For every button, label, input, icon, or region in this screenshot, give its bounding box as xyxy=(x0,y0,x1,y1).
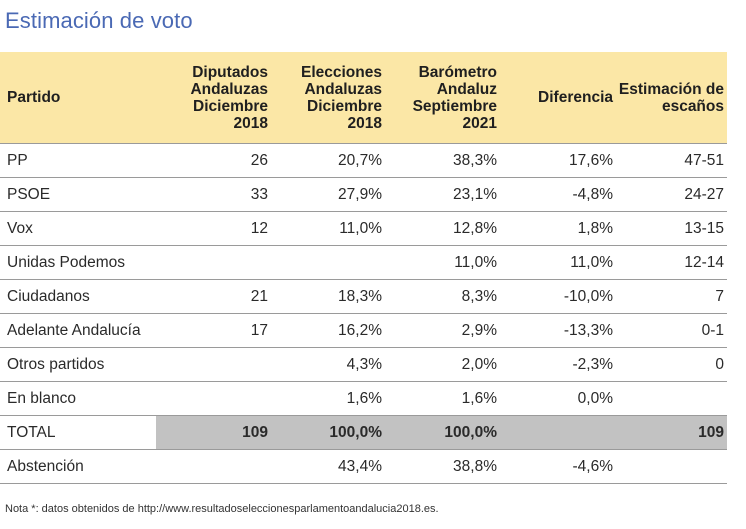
cell-barometro: 38,3% xyxy=(385,143,500,178)
cell-diputados: 17 xyxy=(156,313,271,348)
party-name: En blanco xyxy=(0,381,156,416)
vote-estimate-table: Partido Diputados Andaluzas Diciembre 20… xyxy=(0,52,727,484)
cell-elecciones: 16,2% xyxy=(271,313,385,348)
table-header-row: Partido Diputados Andaluzas Diciembre 20… xyxy=(0,52,727,144)
cell-elecciones: 43,4% xyxy=(271,449,385,484)
header-diputados-2018: Diputados Andaluzas Diciembre 2018 xyxy=(156,52,271,144)
total-elecciones: 100,0% xyxy=(271,415,385,450)
cell-elecciones xyxy=(271,245,385,280)
cell-diputados: 33 xyxy=(156,177,271,212)
cell-diputados xyxy=(156,449,271,484)
table-row: Ciudadanos 21 18,3% 8,3% -10,0% 7 xyxy=(0,279,727,314)
cell-diferencia: 0,0% xyxy=(500,381,616,416)
party-name: Adelante Andalucía xyxy=(0,313,156,348)
cell-elecciones: 18,3% xyxy=(271,279,385,314)
cell-barometro: 11,0% xyxy=(385,245,500,280)
cell-diferencia: 11,0% xyxy=(500,245,616,280)
total-diferencia xyxy=(500,415,616,450)
cell-escanos: 12-14 xyxy=(616,245,727,280)
party-name: PP xyxy=(0,143,156,178)
cell-diputados xyxy=(156,381,271,416)
cell-diputados: 21 xyxy=(156,279,271,314)
table-row: Otros partidos 4,3% 2,0% -2,3% 0 xyxy=(0,347,727,382)
cell-barometro: 38,8% xyxy=(385,449,500,484)
header-diferencia: Diferencia xyxy=(500,52,616,144)
cell-escanos: 7 xyxy=(616,279,727,314)
table-row: PSOE 33 27,9% 23,1% -4,8% 24-27 xyxy=(0,177,727,212)
header-estimacion-escanos: Estimación de escaños xyxy=(616,52,727,144)
party-name: Ciudadanos xyxy=(0,279,156,314)
cell-escanos: 13-15 xyxy=(616,211,727,246)
party-name: Otros partidos xyxy=(0,347,156,382)
party-name: Vox xyxy=(0,211,156,246)
party-name: Abstención xyxy=(0,449,156,484)
cell-barometro: 2,0% xyxy=(385,347,500,382)
cell-elecciones: 27,9% xyxy=(271,177,385,212)
cell-diputados: 26 xyxy=(156,143,271,178)
cell-escanos xyxy=(616,381,727,416)
total-row: TOTAL 109 100,0% 100,0% 109 xyxy=(0,415,727,450)
table-row: En blanco 1,6% 1,6% 0,0% xyxy=(0,381,727,416)
header-elecciones-2018: Elecciones Andaluzas Diciembre 2018 xyxy=(271,52,385,144)
cell-barometro: 1,6% xyxy=(385,381,500,416)
cell-diferencia: -4,8% xyxy=(500,177,616,212)
cell-elecciones: 4,3% xyxy=(271,347,385,382)
cell-escanos xyxy=(616,449,727,484)
table-row: Unidas Podemos 11,0% 11,0% 12-14 xyxy=(0,245,727,280)
header-barometro-2021: Barómetro Andaluz Septiembre 2021 xyxy=(385,52,500,144)
total-barometro: 100,0% xyxy=(385,415,500,450)
total-label: TOTAL xyxy=(0,415,156,450)
cell-escanos: 47-51 xyxy=(616,143,727,178)
cell-diferencia: -2,3% xyxy=(500,347,616,382)
header-partido: Partido xyxy=(0,52,156,144)
cell-diputados xyxy=(156,347,271,382)
footnote: Nota *: datos obtenidos de http://www.re… xyxy=(5,503,439,515)
table-row: PP 26 20,7% 38,3% 17,6% 47-51 xyxy=(0,143,727,178)
cell-diputados: 12 xyxy=(156,211,271,246)
table-row: Adelante Andalucía 17 16,2% 2,9% -13,3% … xyxy=(0,313,727,348)
cell-barometro: 12,8% xyxy=(385,211,500,246)
total-escanos: 109 xyxy=(616,415,727,450)
cell-elecciones: 20,7% xyxy=(271,143,385,178)
cell-barometro: 23,1% xyxy=(385,177,500,212)
page-title: Estimación de voto xyxy=(5,8,193,33)
total-diputados: 109 xyxy=(156,415,271,450)
table-row: Abstención 43,4% 38,8% -4,6% xyxy=(0,449,727,484)
party-name: PSOE xyxy=(0,177,156,212)
cell-elecciones: 11,0% xyxy=(271,211,385,246)
cell-diferencia: -10,0% xyxy=(500,279,616,314)
cell-diferencia: -13,3% xyxy=(500,313,616,348)
cell-escanos: 0 xyxy=(616,347,727,382)
cell-diferencia: -4,6% xyxy=(500,449,616,484)
cell-escanos: 0-1 xyxy=(616,313,727,348)
cell-elecciones: 1,6% xyxy=(271,381,385,416)
cell-barometro: 2,9% xyxy=(385,313,500,348)
cell-barometro: 8,3% xyxy=(385,279,500,314)
cell-escanos: 24-27 xyxy=(616,177,727,212)
cell-diferencia: 17,6% xyxy=(500,143,616,178)
cell-diputados xyxy=(156,245,271,280)
cell-diferencia: 1,8% xyxy=(500,211,616,246)
party-name: Unidas Podemos xyxy=(0,245,156,280)
table-row: Vox 12 11,0% 12,8% 1,8% 13-15 xyxy=(0,211,727,246)
